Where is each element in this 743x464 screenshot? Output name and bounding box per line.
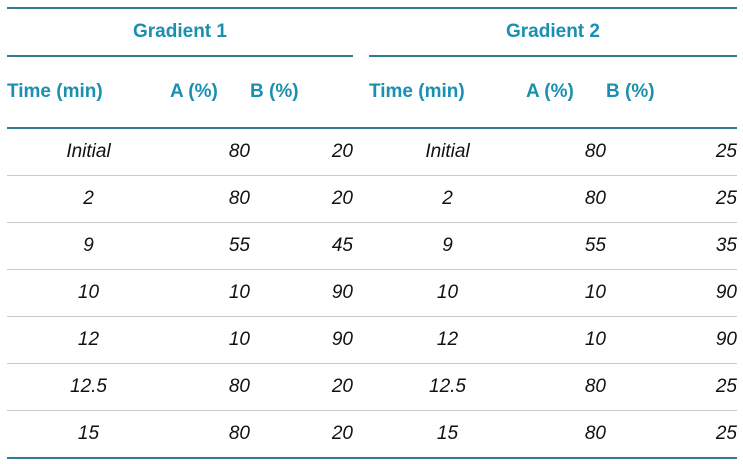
gradient-2-b-cell: 25 [606,128,737,176]
table-row: 9 55 45 9 55 35 [7,222,737,270]
group-header-gradient-1: Gradient 1 [7,7,353,57]
gradient-1-a-cell: 80 [170,175,250,223]
table-row: 10 10 90 10 10 90 [7,269,737,317]
column-header-b-1: B (%) [250,56,353,129]
gradient-table: Gradient 1 Gradient 2 Time (min) A (%) B… [7,7,737,459]
gradient-1-b-cell: 20 [250,410,353,459]
time-cell: 12.5 [369,363,526,411]
gradient-1-a-cell: 10 [170,316,250,364]
table-row: 12.5 80 20 12.5 80 25 [7,363,737,411]
time-cell: 15 [369,410,526,459]
table-row: Initial 80 20 Initial 80 25 [7,128,737,176]
time-cell: 15 [7,410,170,459]
gap-cell [353,363,369,411]
group-header-row: Gradient 1 Gradient 2 [7,7,737,57]
gradient-2-a-cell: 80 [526,175,606,223]
gradient-2-a-cell: 80 [526,128,606,176]
gap-cell [353,269,369,317]
gap-cell [353,222,369,270]
gradient-1-a-cell: 80 [170,410,250,459]
column-header-row: Time (min) A (%) B (%) Time (min) A (%) … [7,56,737,129]
gradient-1-b-cell: 90 [250,316,353,364]
table-row: 12 10 90 12 10 90 [7,316,737,364]
gradient-1-a-cell: 80 [170,128,250,176]
gradient-2-b-cell: 90 [606,269,737,317]
column-header-a-1: A (%) [170,56,250,129]
gradient-1-b-cell: 90 [250,269,353,317]
gradient-1-b-cell: 20 [250,175,353,223]
gradient-2-a-cell: 10 [526,316,606,364]
gradient-2-a-cell: 80 [526,363,606,411]
time-cell: 12 [369,316,526,364]
gradient-1-a-cell: 80 [170,363,250,411]
column-header-b-2: B (%) [606,56,737,129]
time-cell: 9 [369,222,526,270]
gradient-2-a-cell: 10 [526,269,606,317]
column-header-time-1: Time (min) [7,56,170,129]
gradient-1-b-cell: 20 [250,128,353,176]
time-cell: Initial [369,128,526,176]
gap-cell [353,175,369,223]
column-gap [353,56,369,129]
table-row: 15 80 20 15 80 25 [7,410,737,459]
gradient-2-b-cell: 90 [606,316,737,364]
time-cell: 2 [369,175,526,223]
time-cell: 10 [7,269,170,317]
gradient-1-a-cell: 10 [170,269,250,317]
time-cell: 12 [7,316,170,364]
time-cell: 9 [7,222,170,270]
gap-cell [353,316,369,364]
gradient-2-b-cell: 25 [606,410,737,459]
group-header-gradient-2: Gradient 2 [369,7,737,57]
time-cell: 2 [7,175,170,223]
gradient-1-a-cell: 55 [170,222,250,270]
gradient-2-b-cell: 35 [606,222,737,270]
gap-cell [353,410,369,459]
time-cell: Initial [7,128,170,176]
time-cell: 10 [369,269,526,317]
gradient-table-container: Gradient 1 Gradient 2 Time (min) A (%) B… [7,7,737,459]
column-header-a-2: A (%) [526,56,606,129]
gap-cell [353,128,369,176]
time-cell: 12.5 [7,363,170,411]
column-header-time-2: Time (min) [369,56,526,129]
group-gap [353,7,369,56]
gradient-1-b-cell: 45 [250,222,353,270]
gradient-1-b-cell: 20 [250,363,353,411]
gradient-2-b-cell: 25 [606,175,737,223]
gradient-2-b-cell: 25 [606,363,737,411]
gradient-2-a-cell: 55 [526,222,606,270]
table-row: 2 80 20 2 80 25 [7,175,737,223]
gradient-2-a-cell: 80 [526,410,606,459]
